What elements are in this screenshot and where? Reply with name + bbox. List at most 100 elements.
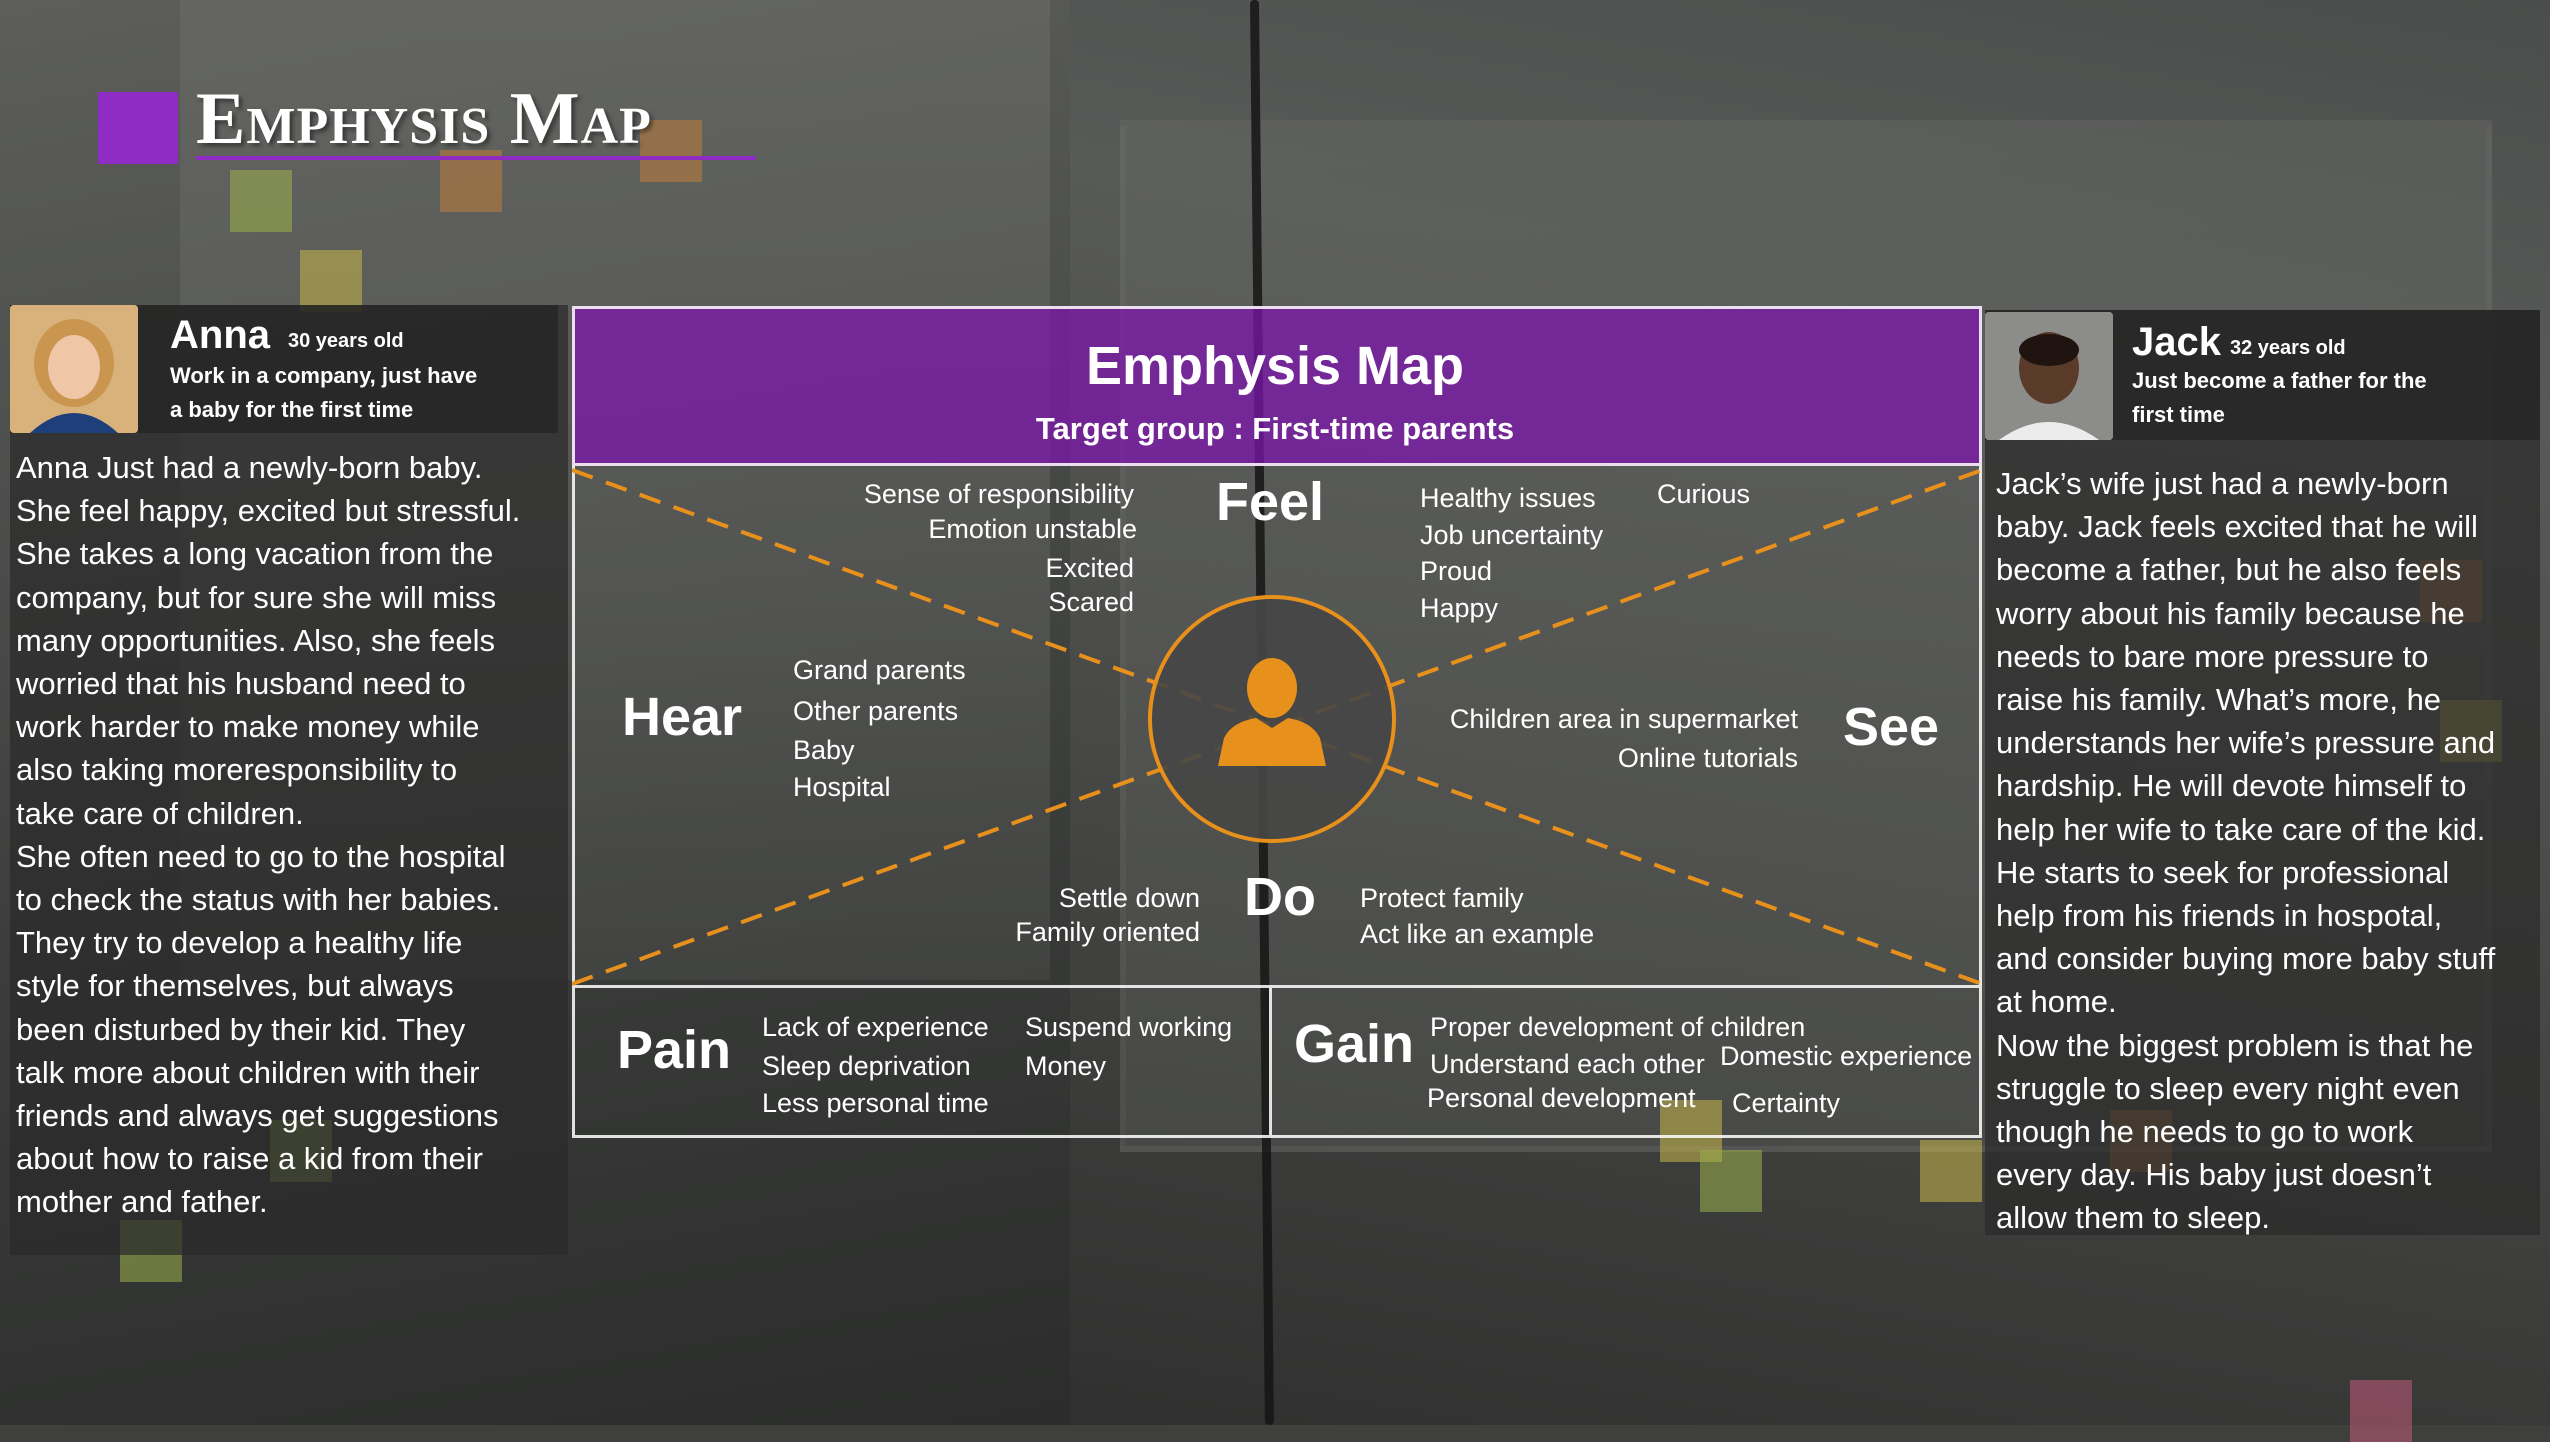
pain-item: Sleep deprivation (762, 1051, 971, 1081)
story-line: She often need to go to the hospital (16, 838, 506, 874)
story-line: worry about his family because he (1996, 595, 2465, 631)
center-circle (1148, 595, 1396, 843)
do-item: Protect family (1360, 883, 1524, 913)
feel-item: Excited (1045, 553, 1134, 583)
map-diagonals (572, 468, 1982, 986)
persona-story: Jack’s wife just had a newly-born baby. J… (1996, 462, 2495, 1240)
story-line: mother and father. (16, 1184, 268, 1220)
see-item: Online tutorials (1617, 743, 1798, 773)
story-line: been disturbed by their kid. They (16, 1011, 466, 1047)
map-subtitle: Target group : First-time parents (1035, 411, 1515, 446)
story-line: She takes a long vacation from the (16, 536, 494, 572)
see-label: See (1843, 697, 1940, 757)
story-line: He starts to seek for professional (1996, 854, 2450, 890)
story-line: every day. His baby just doesn’t (1996, 1157, 2432, 1193)
story-line: hardship. He will devote himself to (1996, 768, 2467, 804)
story-line: work harder to make money while (16, 709, 480, 745)
map-header: Emphysis Map Target group : First-time p… (572, 306, 1982, 466)
story-line: Anna Just had a newly-born baby. (16, 450, 483, 485)
see-item: Children area in supermarket (1449, 704, 1798, 734)
sticky-note (440, 150, 502, 212)
persona-age: 30 years old (288, 330, 404, 352)
story-line: though he needs to go to work (1996, 1114, 2414, 1150)
avatar (10, 305, 138, 433)
title-underline (196, 156, 756, 160)
sticky-note (300, 250, 362, 312)
hear-item: Other parents (793, 696, 959, 726)
hear-label: Hear (622, 687, 743, 747)
feel-item: Proud (1420, 556, 1493, 586)
persona-panel-anna (10, 305, 568, 1255)
persona-role: Work in a company, just have a baby for … (170, 359, 477, 427)
story-line: help her wife to take care of the kid. (1996, 811, 2486, 847)
gain-item: Proper development of children (1430, 1012, 1806, 1042)
sticky-note (1920, 1140, 1982, 1202)
story-line: help from his friends in hospotal, (1996, 898, 2443, 934)
story-line: also taking moreresponsibility to (16, 752, 458, 788)
feel-item: Job uncertainty (1420, 520, 1604, 550)
feel-item: Scared (1048, 587, 1134, 617)
persona-name: Anna (170, 313, 270, 357)
gain-item: Domestic experience (1720, 1041, 1973, 1071)
do-label: Do (1244, 867, 1316, 927)
pain-item: Less personal time (762, 1088, 989, 1118)
role-line: a baby for the first time (170, 397, 414, 422)
story-line: raise his family. What’s more, he (1996, 682, 2442, 718)
role-line: Just become a father for the (2132, 368, 2427, 393)
story-line: company, but for sure she will miss (16, 579, 497, 615)
hear-item: Grand parents (793, 655, 966, 685)
do-item: Family oriented (1015, 917, 1200, 947)
do-item: Act like an example (1360, 919, 1595, 949)
story-line: understands her wife’s pressure and (1996, 725, 2496, 761)
story-line: about how to raise a kid from their (16, 1141, 483, 1177)
pain-item: Lack of experience (762, 1012, 989, 1042)
sticky-note (230, 170, 292, 232)
title-accent-block (98, 92, 178, 164)
user-icon (1218, 658, 1326, 766)
story-line: needs to bare more pressure to (1996, 638, 2429, 674)
pain-label: Pain (617, 1020, 732, 1080)
feel-item: Happy (1420, 593, 1499, 623)
pain-item: Suspend working (1025, 1012, 1233, 1042)
story-line: take care of children. (16, 795, 304, 831)
story-line: worried that his husband need to (16, 666, 466, 702)
feel-label: Feel (1216, 472, 1325, 532)
story-line: She feel happy, excited but stressful. (16, 493, 521, 529)
story-line: Jack’s wife just had a newly-born (1996, 466, 2449, 501)
sticky-note (640, 120, 702, 182)
pain-box (572, 988, 1272, 1138)
map-body (572, 466, 1982, 988)
story-line: many opportunities. Also, she feels (16, 622, 496, 658)
persona-age: 32 years old (2230, 337, 2346, 359)
do-item: Settle down (1058, 883, 1200, 913)
story-line: style for themselves, but always (16, 968, 454, 1004)
story-line: to check the status with her babies. (16, 882, 501, 918)
story-line: friends and always get suggestions (16, 1098, 499, 1134)
gain-item: Understand each other (1430, 1049, 1705, 1079)
avatar (1985, 312, 2113, 440)
story-line: baby. Jack feels excited that he will (1996, 509, 2478, 545)
feel-item: Healthy issues (1420, 483, 1596, 513)
gain-box (1272, 988, 1982, 1138)
sticky-note (1700, 1150, 1762, 1212)
gain-item: Personal development (1427, 1083, 1696, 1113)
gain-label: Gain (1294, 1014, 1415, 1074)
sticky-note (2350, 1380, 2412, 1442)
story-line: allow them to sleep. (1996, 1200, 2270, 1236)
feel-item: Sense of responsibility (863, 479, 1134, 509)
persona-name: Jack (2132, 320, 2221, 364)
feel-item: Curious (1657, 479, 1751, 509)
story-line: at home. (1996, 984, 2117, 1020)
hear-item: Hospital (793, 772, 891, 802)
map-title: Emphysis Map (1085, 336, 1465, 396)
story-line: and consider buying more baby stuff (1996, 941, 2496, 977)
persona-story: Anna Just had a newly-born baby. She feel… (16, 446, 520, 1224)
page-title: Emphysis Map (196, 78, 652, 160)
role-line: Work in a company, just have (170, 363, 478, 388)
persona-role: Just become a father for the first time (2132, 364, 2427, 432)
pain-item: Money (1025, 1051, 1107, 1081)
story-line: Now the biggest problem is that he (1996, 1027, 2474, 1063)
role-line: first time (2132, 402, 2225, 427)
story-line: struggle to sleep every night even (1996, 1070, 2460, 1106)
hear-item: Baby (793, 735, 855, 765)
